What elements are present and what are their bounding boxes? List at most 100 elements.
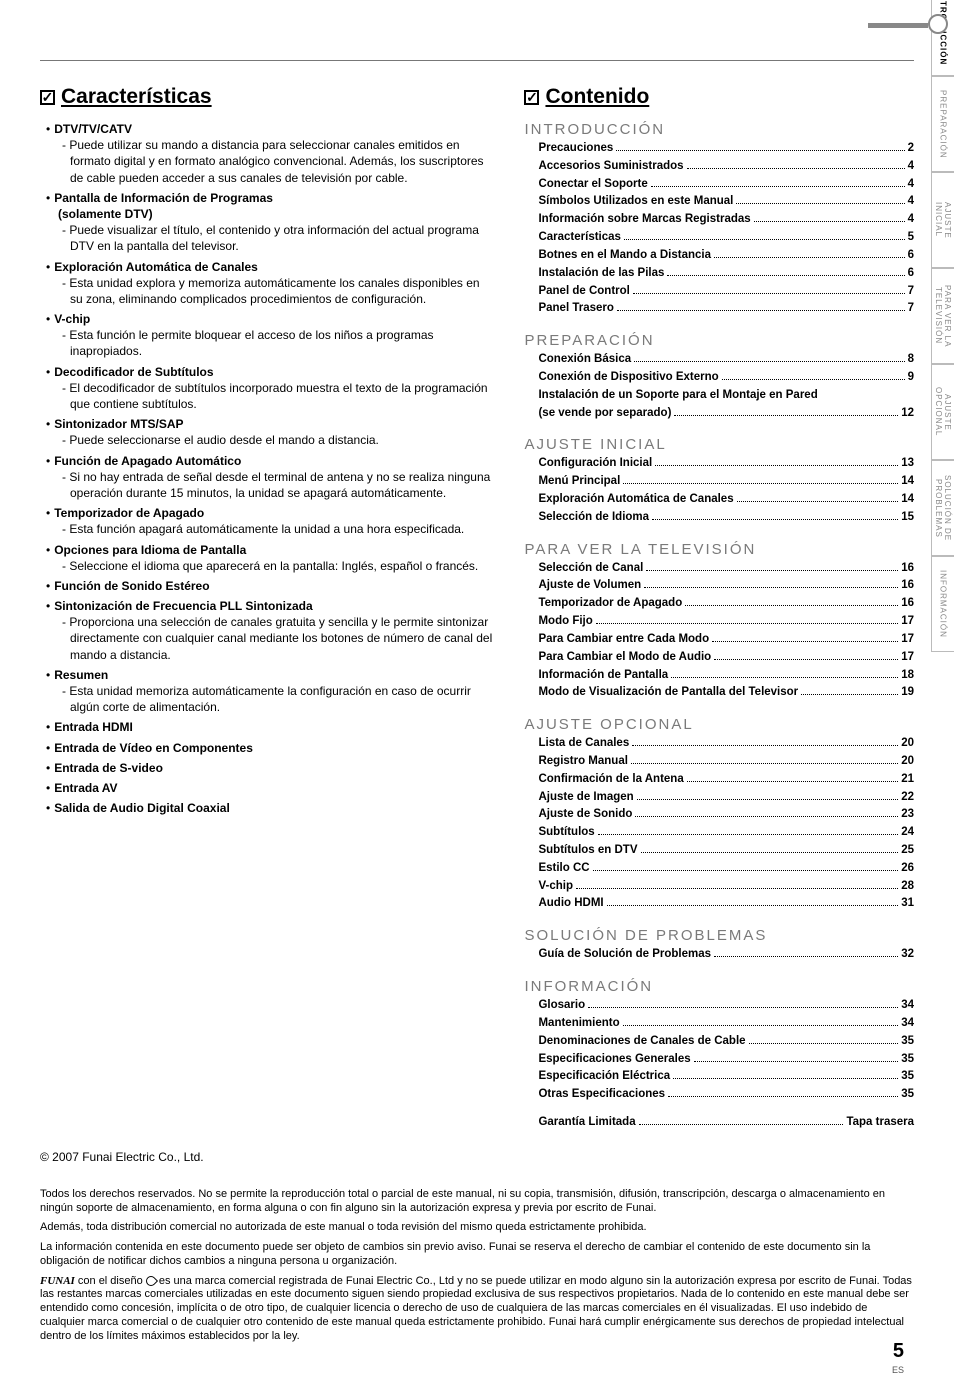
feature-title: V-chip [54, 312, 90, 326]
toc-dots [631, 763, 898, 764]
toc-entry-page: 12 [901, 405, 914, 423]
toc-entry-page: 9 [908, 369, 914, 387]
feature-item: •V-chip- Esta función le permite bloquea… [58, 311, 494, 360]
feature-title: Pantalla de Información de Programas [54, 191, 273, 205]
feature-title: Sintonizador MTS/SAP [54, 417, 183, 431]
toc-entry: Para Cambiar el Modo de Audio17 [524, 649, 914, 667]
toc-entry-label: Subtítulos [538, 824, 594, 842]
feature-desc: - Esta unidad memoriza automáticamente l… [58, 683, 494, 715]
toc-entry-page: 28 [901, 878, 914, 896]
toc-dots [652, 519, 898, 520]
toc-entry: Accesorios Suministrados4 [524, 158, 914, 176]
toc-entry-label: V-chip [538, 878, 573, 896]
toc-entry: Subtítulos24 [524, 824, 914, 842]
toc-dots [674, 415, 898, 416]
features-list: •DTV/TV/CATV- Puede utilizar su mando a … [40, 121, 494, 816]
page: INTRODUCCIÓNPREPARACIÓNAJUSTE INICIALPAR… [0, 0, 954, 1379]
toc-entry: Conexión de Dispositivo Externo9 [524, 369, 914, 387]
toc-entry: Características5 [524, 229, 914, 247]
toc-dots [633, 293, 905, 294]
toc-entry: Subtítulos en DTV25 [524, 842, 914, 860]
side-tab: PARA VER LA TELEVISIÓN [931, 268, 954, 364]
toc-section-heading: PREPARACIÓN [524, 332, 914, 349]
toc-entry-page: 31 [901, 895, 914, 913]
toc-dots [737, 501, 899, 502]
page-number: 5 [893, 1340, 904, 1363]
toc-entry: Instalación de las Pilas6 [524, 265, 914, 283]
toc-entry-label: Selección de Idioma [538, 509, 649, 527]
feature-subtitle: (solamente DTV) [58, 206, 494, 222]
toc-dots [687, 781, 898, 782]
toc-entry-page: 4 [908, 176, 914, 194]
toc-dots [634, 361, 904, 362]
toc-entry-label: Accesorios Suministrados [538, 158, 683, 176]
feature-item: •Opciones para Idioma de Pantalla- Selec… [58, 542, 494, 574]
toc-dots [722, 379, 905, 380]
feature-title: Salida de Audio Digital Coaxial [54, 801, 230, 815]
toc-entry: Confirmación de la Antena21 [524, 771, 914, 789]
toc-entry-label: Instalación de las Pilas [538, 265, 664, 283]
toc-entry-page: 6 [908, 247, 914, 265]
toc-entry: Símbolos Utilizados en este Manual4 [524, 193, 914, 211]
toc-entry: Botnes en el Mando a Distancia6 [524, 247, 914, 265]
toc-entry-label: Glosario [538, 997, 585, 1015]
toc-dots [607, 905, 899, 906]
toc-entry-page: 16 [901, 560, 914, 578]
toc-dots [651, 186, 905, 187]
toc-entry: Modo de Visualización de Pantalla del Te… [524, 684, 914, 702]
toc-entry: Modo Fijo17 [524, 613, 914, 631]
feature-title: Sintonización de Frecuencia PLL Sintoniz… [54, 599, 313, 613]
toc-dots [667, 275, 904, 276]
toc-entry-label: Guía de Solución de Problemas [538, 946, 711, 964]
toc-dots [655, 465, 898, 466]
toc-warranty-page: Tapa trasera [846, 1114, 914, 1132]
toc-dots [685, 605, 898, 606]
toc-entry-label: Conexión Básica [538, 351, 631, 369]
toc-entry-page: 17 [901, 613, 914, 631]
toc-entry: Exploración Automática de Canales14 [524, 491, 914, 509]
toc-entry-label: (se vende por separado) [538, 405, 671, 423]
toc-entry: Información de Pantalla18 [524, 667, 914, 685]
feature-item: •Entrada de S-video [58, 760, 494, 776]
toc-entry-page: 14 [901, 473, 914, 491]
toc-entry-label: Precauciones [538, 140, 613, 158]
toc-entry: Precauciones 2 [524, 140, 914, 158]
toc-dots [801, 694, 898, 695]
feature-item: •Sintonizador MTS/SAP- Puede seleccionar… [58, 416, 494, 448]
toc-dots [632, 745, 898, 746]
toc-entry-page: 16 [901, 577, 914, 595]
toc-dots [635, 816, 898, 817]
toc-dots [624, 239, 905, 240]
toc-entry-label: Panel de Control [538, 283, 629, 301]
toc-dots [593, 870, 899, 871]
toc-entry-page: 18 [901, 667, 914, 685]
toc-entry-label: Subtítulos en DTV [538, 842, 637, 860]
toc-entry: Audio HDMI31 [524, 895, 914, 913]
contents-heading-text: Contenido [545, 85, 649, 109]
toc-entry-label: Ajuste de Sonido [538, 806, 632, 824]
feature-title: Función de Sonido Estéreo [54, 579, 209, 593]
toc-entry-page: 2 [908, 140, 914, 158]
toc-dots [637, 799, 899, 800]
toc-entry-label: Información sobre Marcas Registradas [538, 211, 750, 229]
feature-title: Opciones para Idioma de Pantalla [54, 543, 246, 557]
toc-entry: Conectar el Soporte4 [524, 176, 914, 194]
toc-entry-page: 22 [901, 789, 914, 807]
toc-entry-label: Mantenimiento [538, 1015, 619, 1033]
toc-entry: Registro Manual20 [524, 753, 914, 771]
toc-entry: Guía de Solución de Problemas32 [524, 946, 914, 964]
toc-entry-label: Ajuste de Imagen [538, 789, 633, 807]
toc-entry: Ajuste de Sonido23 [524, 806, 914, 824]
toc-entry-page: 7 [908, 283, 914, 301]
feature-item: •Temporizador de Apagado- Esta función a… [58, 505, 494, 537]
side-tab: AJUSTE OPCIONAL [931, 364, 954, 460]
legal-p4c: es una marca comercial registrada de Fun… [40, 1275, 912, 1342]
feature-desc: - Seleccione el idioma que aparecerá en … [58, 558, 494, 574]
toc-dots [754, 221, 905, 222]
feature-item: •Función de Sonido Estéreo [58, 578, 494, 594]
features-column: Características •DTV/TV/CATV- Puede util… [40, 85, 494, 1132]
copyright: © 2007 Funai Electric Co., Ltd. [40, 1150, 914, 1164]
toc-entry: Selección de Idioma15 [524, 509, 914, 527]
toc-dots [668, 1096, 898, 1097]
toc-entry-page: 16 [901, 595, 914, 613]
